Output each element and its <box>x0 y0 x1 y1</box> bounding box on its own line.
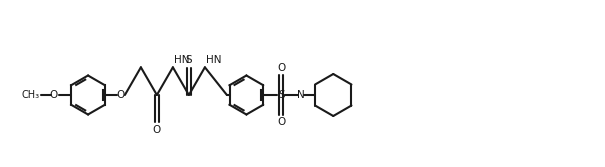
Text: O: O <box>50 90 58 100</box>
Text: S: S <box>278 90 284 100</box>
Text: O: O <box>277 63 286 73</box>
Text: O: O <box>117 90 125 100</box>
Text: O: O <box>152 125 161 135</box>
Text: CH₃: CH₃ <box>22 90 40 100</box>
Text: N: N <box>298 90 305 100</box>
Text: HN: HN <box>206 55 221 65</box>
Text: O: O <box>277 117 286 127</box>
Text: S: S <box>186 55 192 65</box>
Text: HN: HN <box>174 55 189 65</box>
